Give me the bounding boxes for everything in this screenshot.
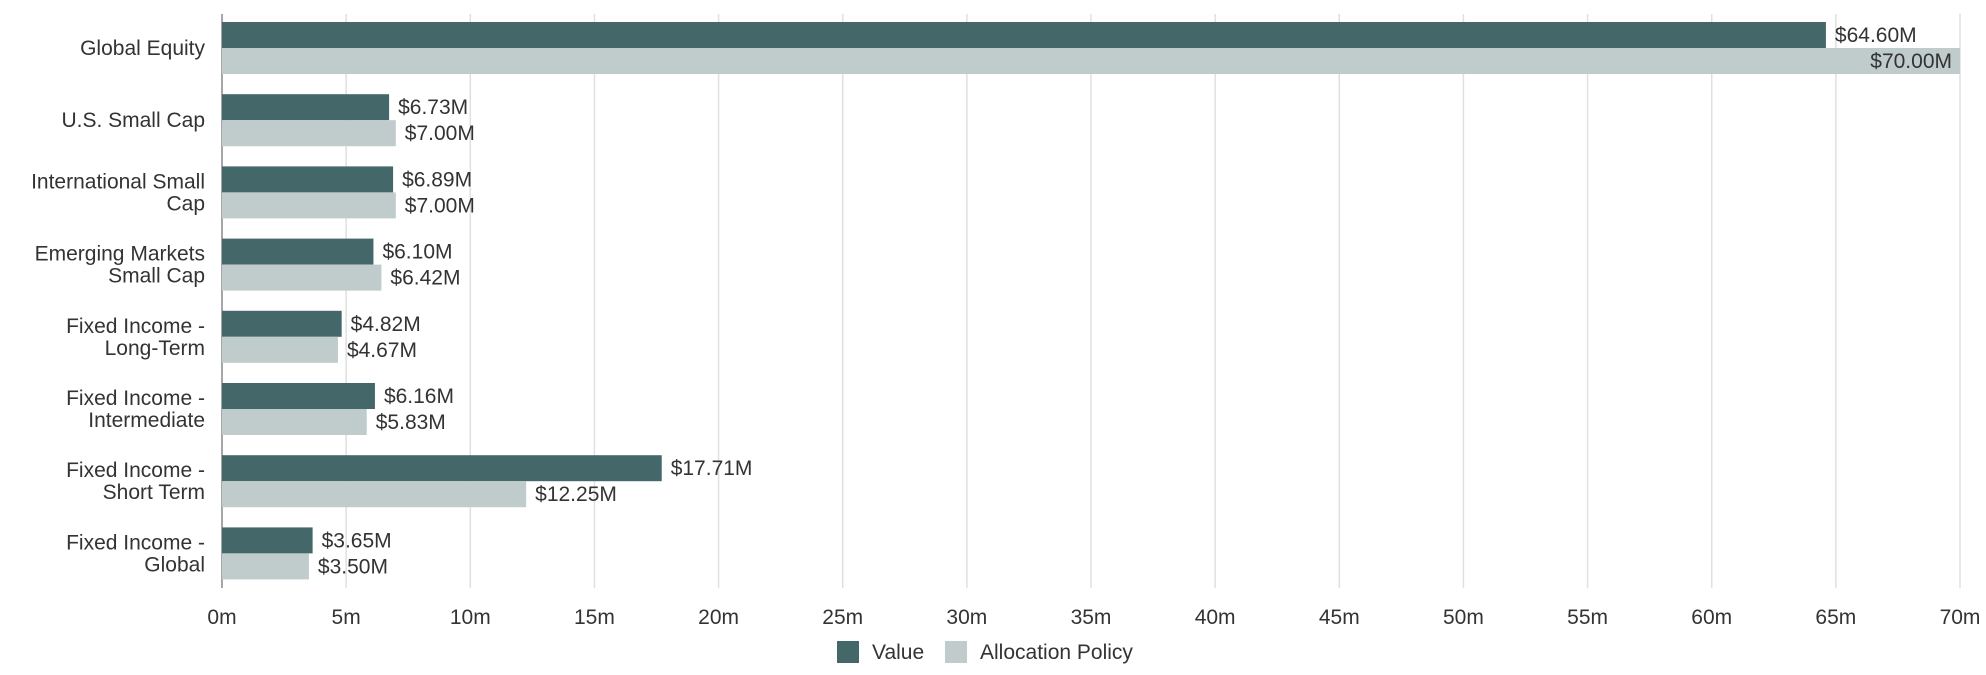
category-label: Global <box>144 553 205 576</box>
category-label: Intermediate <box>88 409 205 432</box>
bar-value <box>222 166 394 193</box>
x-tick-label: 70m <box>1940 606 1981 629</box>
data-label: $7.00M <box>405 122 475 145</box>
bar-value <box>222 455 662 482</box>
category-label: Fixed Income - <box>66 315 205 338</box>
bar-value <box>222 238 374 265</box>
bar-allocation-policy <box>222 336 338 363</box>
data-label: $5.83M <box>376 411 446 434</box>
data-label: $6.16M <box>384 385 454 408</box>
category-label: Fixed Income - <box>66 387 205 410</box>
legend-label: Value <box>872 641 924 664</box>
data-label: $6.10M <box>382 241 452 264</box>
bar-allocation-policy <box>222 553 309 580</box>
bar-allocation-policy <box>222 192 396 219</box>
x-tick-label: 10m <box>450 606 491 629</box>
data-label: $4.82M <box>351 313 421 336</box>
data-label: $3.50M <box>318 555 388 578</box>
data-label: $3.65M <box>322 529 392 552</box>
bar-value <box>222 94 390 121</box>
x-tick-label: 55m <box>1567 606 1608 629</box>
data-label: $17.71M <box>671 457 753 480</box>
bar-allocation-policy <box>222 120 396 147</box>
legend-swatch <box>837 641 859 663</box>
x-tick-label: 65m <box>1815 606 1856 629</box>
x-tick-label: 60m <box>1691 606 1732 629</box>
legend-swatch <box>945 641 967 663</box>
data-label: $4.67M <box>347 339 417 362</box>
category-label: Short Term <box>103 481 205 504</box>
bar-value <box>222 527 313 554</box>
category-label: U.S. Small Cap <box>61 109 205 132</box>
data-label: $6.42M <box>390 267 460 290</box>
bar-allocation-policy <box>222 264 382 291</box>
x-tick-label: 35m <box>1071 606 1112 629</box>
category-label: Cap <box>166 192 205 215</box>
category-label: Long-Term <box>105 337 205 360</box>
x-tick-label: 40m <box>1195 606 1236 629</box>
x-tick-label: 30m <box>946 606 987 629</box>
category-label: Small Cap <box>108 265 205 288</box>
category-label: International Small <box>31 170 205 193</box>
data-label: $70.00M <box>1870 50 1952 73</box>
category-label: Fixed Income - <box>66 531 205 554</box>
bar-allocation-policy <box>222 481 527 508</box>
legend-label: Allocation Policy <box>980 641 1133 664</box>
x-tick-label: 20m <box>698 606 739 629</box>
bar-value <box>222 22 1826 48</box>
x-tick-label: 0m <box>207 606 236 629</box>
data-label: $12.25M <box>535 483 617 506</box>
bar-allocation-policy <box>222 409 367 435</box>
data-label: $7.00M <box>405 194 475 217</box>
data-label: $64.60M <box>1835 24 1917 47</box>
x-tick-label: 45m <box>1319 606 1360 629</box>
bar-value <box>222 383 375 409</box>
x-tick-label: 50m <box>1443 606 1484 629</box>
data-label: $6.89M <box>402 168 472 191</box>
x-tick-label: 5m <box>332 606 361 629</box>
x-tick-label: 25m <box>822 606 863 629</box>
bar-value <box>222 310 342 337</box>
category-label: Fixed Income - <box>66 459 205 482</box>
data-label: $6.73M <box>398 96 468 119</box>
x-tick-label: 15m <box>574 606 615 629</box>
category-label: Emerging Markets <box>35 243 205 266</box>
bar-allocation-policy <box>222 48 1960 74</box>
category-label: Global Equity <box>80 37 205 60</box>
